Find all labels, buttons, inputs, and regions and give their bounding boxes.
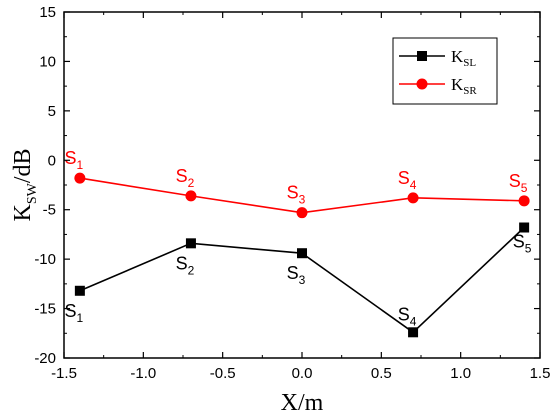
data-point — [519, 222, 530, 233]
y-tick-label: -10 — [34, 251, 56, 268]
data-point — [296, 207, 308, 219]
y-tick-label: 10 — [39, 53, 56, 70]
plot-area: S1 S2 S3 S4 S5 S1 S2 S3 S4 S5 — [65, 148, 532, 338]
data-point — [185, 190, 197, 202]
series-sr: S1 S2 S3 S4 S5 — [65, 148, 530, 219]
legend-label: KSR — [451, 75, 477, 97]
data-point — [185, 238, 196, 249]
data-point — [74, 172, 86, 184]
point-label: S2 — [176, 166, 195, 190]
point-label: S3 — [287, 183, 306, 207]
data-point — [518, 195, 530, 207]
y-tick-label: 15 — [39, 4, 56, 21]
data-point — [297, 248, 307, 259]
point-label: S4 — [398, 168, 417, 192]
legend-label: KSL — [451, 47, 476, 69]
x-tick-label: 1.0 — [450, 365, 471, 382]
x-tick-label: -1.5 — [51, 365, 77, 382]
data-point — [408, 327, 419, 338]
y-tick-label: -5 — [43, 202, 56, 219]
y-tick-label: 0 — [48, 152, 56, 169]
data-point — [74, 285, 85, 296]
point-label: S5 — [509, 171, 528, 195]
legend-marker — [417, 51, 427, 61]
axes: -1.5 -1.0 -0.5 0.0 0.5 1.0 1.5 -20 -15 -10 -5 0 5 10 1… — [10, 4, 550, 416]
y-tick-label: -20 — [34, 350, 56, 367]
x-tick-label: 0.5 — [371, 365, 392, 382]
x-tick-label: 0.0 — [292, 365, 313, 382]
x-tick-label: -1.0 — [130, 365, 156, 382]
x-tick-label: 1.5 — [530, 365, 550, 382]
point-label: S1 — [65, 301, 84, 325]
data-point — [407, 192, 419, 204]
legend-box — [392, 37, 498, 105]
legend: KSL KSR — [392, 37, 498, 105]
x-tick-label: -0.5 — [210, 365, 236, 382]
y-tick-label: -15 — [34, 301, 56, 318]
point-label: S4 — [398, 304, 417, 328]
point-label: S2 — [176, 253, 195, 277]
y-axis-title: KSW/dB — [10, 148, 40, 221]
y-tick-label: 5 — [48, 103, 56, 120]
point-label: S1 — [65, 148, 84, 172]
point-label: S3 — [287, 263, 306, 287]
series-sl: S1 S2 S3 S4 S5 — [65, 222, 532, 338]
point-label: S5 — [513, 232, 532, 256]
x-axis-title: X/m — [281, 390, 324, 416]
legend-marker — [416, 78, 428, 90]
